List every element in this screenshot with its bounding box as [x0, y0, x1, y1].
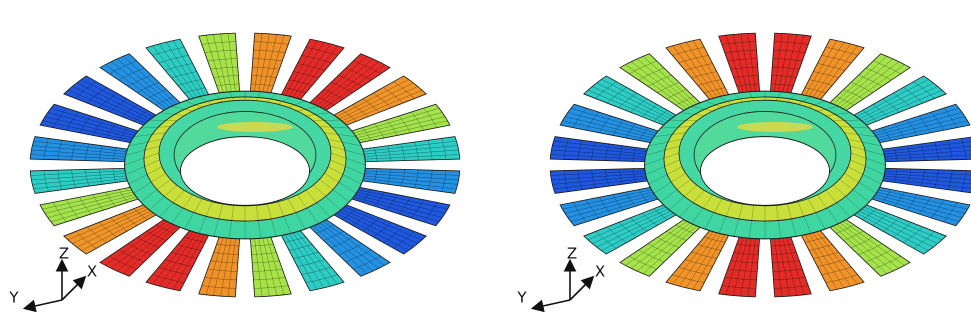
page: Z X Y Z X Y (() => { const data = JSON.p… [0, 0, 971, 327]
x-axis [62, 278, 84, 300]
blade [880, 137, 971, 162]
blade [880, 168, 971, 193]
y-axis [534, 300, 570, 308]
y-axis [26, 300, 62, 308]
blade [360, 168, 459, 193]
blade [360, 137, 459, 162]
axis-label: Z [59, 245, 69, 263]
blade [550, 168, 649, 193]
axis-label: X [87, 263, 97, 281]
panel [550, 33, 971, 297]
hub-spot [217, 122, 293, 132]
axis-triad: Z X Y [516, 245, 605, 309]
axis-label: Z [567, 245, 577, 263]
blade [30, 137, 129, 162]
x-axis [570, 278, 592, 300]
panel [30, 33, 460, 297]
hub-hole [701, 137, 830, 206]
hub-spot [737, 122, 813, 132]
scene: Z X Y Z X Y [0, 0, 971, 327]
hub-hole [181, 137, 310, 206]
axis-label: X [595, 263, 605, 281]
blade [550, 137, 649, 162]
blade [30, 168, 129, 193]
axis-label: Y [516, 289, 527, 307]
axis-label: Y [8, 289, 19, 307]
axis-triad: Z X Y [8, 245, 97, 309]
